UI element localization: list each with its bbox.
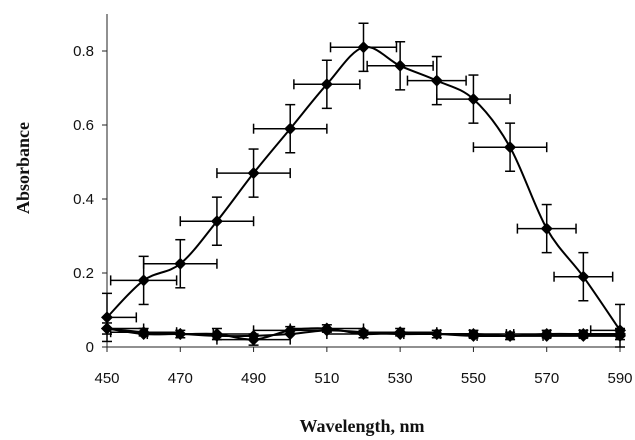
- data-point-diamond: [504, 329, 517, 342]
- data-point-diamond: [101, 311, 113, 324]
- data-point-diamond: [137, 328, 150, 341]
- tick-labels: 0 0.2 0.4 0.6 0.8 450 470 490 510 530 550 570 590: [73, 43, 632, 387]
- data-point-diamond: [284, 328, 297, 341]
- data-point-diamond: [394, 59, 407, 72]
- data-point-diamond: [467, 93, 480, 106]
- series-1: [101, 22, 626, 348]
- data-point-diamond: [137, 274, 150, 287]
- data-point-diamond: [430, 74, 443, 87]
- data-point-diamond: [357, 326, 370, 339]
- data-point-diamond: [577, 270, 590, 283]
- data-point-diamond: [247, 167, 260, 180]
- data-point-diamond: [174, 328, 187, 341]
- y-tick-label: 0.6: [73, 117, 94, 134]
- data-point-diamond: [540, 222, 553, 235]
- data-point-diamond: [504, 141, 517, 154]
- data-point-diamond: [430, 328, 443, 341]
- data-point-diamond: [320, 324, 333, 337]
- data-point-diamond: [540, 329, 553, 342]
- x-tick-label: 510: [314, 370, 339, 387]
- x-tick-label: 530: [388, 370, 413, 387]
- data-point-diamond: [174, 257, 187, 270]
- data-point-diamond: [320, 78, 333, 91]
- axes: [102, 14, 621, 352]
- data-point-diamond: [577, 329, 590, 342]
- data-point-diamond: [394, 328, 407, 341]
- x-axis-title: Wavelength, nm: [299, 416, 424, 436]
- data-point-diamond: [284, 122, 297, 135]
- data-point-diamond: [614, 329, 626, 342]
- x-tick-label: 490: [241, 370, 266, 387]
- x-tick-label: 450: [94, 370, 119, 387]
- y-axis-title: Absorbance: [13, 122, 33, 214]
- y-tick-label: 0.8: [73, 43, 94, 60]
- x-tick-label: 590: [607, 370, 632, 387]
- x-tick-label: 470: [168, 370, 193, 387]
- y-tick-label: 0: [86, 339, 94, 356]
- y-tick-label: 0.4: [73, 191, 94, 208]
- series-layer: [101, 22, 626, 348]
- data-point-diamond: [210, 329, 223, 342]
- data-point-diamond: [467, 329, 480, 342]
- data-point-diamond: [101, 322, 113, 335]
- x-tick-label: 570: [534, 370, 559, 387]
- series-3: [101, 322, 626, 342]
- data-point-diamond: [210, 215, 223, 228]
- data-point-diamond: [357, 41, 370, 54]
- data-point-diamond: [247, 329, 260, 342]
- x-tick-label: 550: [461, 370, 486, 387]
- y-tick-label: 0.2: [73, 265, 94, 282]
